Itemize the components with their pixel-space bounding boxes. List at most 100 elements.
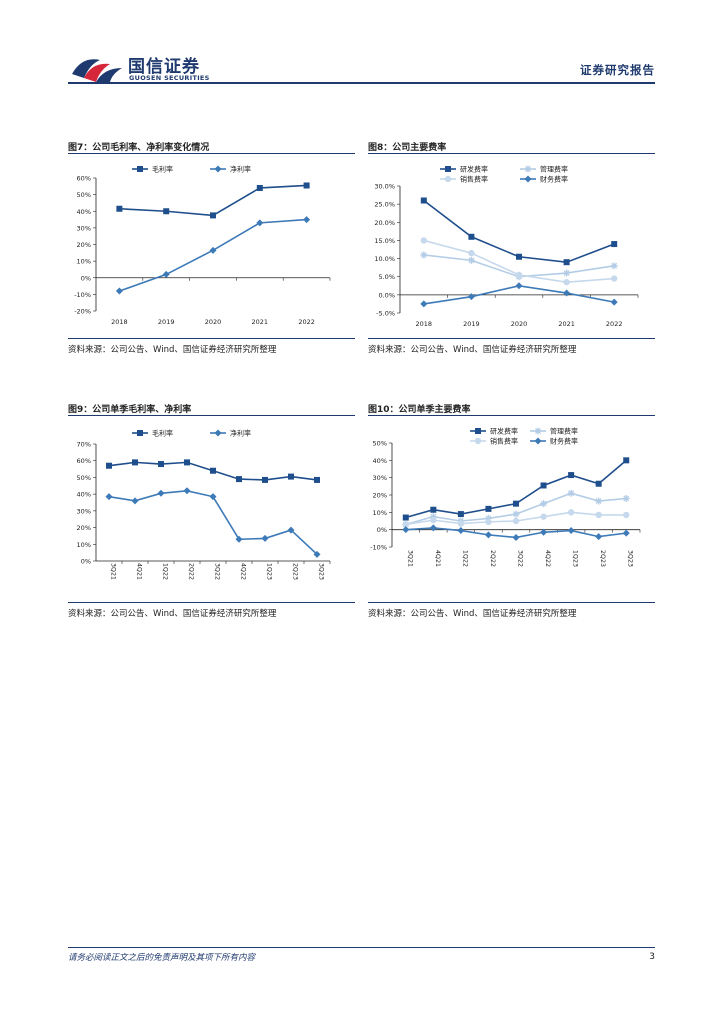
fig10-legend-label: 销售费率 (490, 437, 518, 446)
fig8-data-point (516, 253, 522, 260)
fig10-data-point (402, 526, 410, 534)
fig8-data-point (563, 259, 570, 266)
fig9-data-point (262, 476, 268, 483)
fig9-x-tick-label: 3Q22 (214, 563, 221, 580)
fig7-series-line (119, 218, 307, 292)
fig9-x-tick-label: 4Q22 (240, 563, 247, 580)
fig8-title-rule (368, 153, 655, 154)
fig8-x-tick-label: 2021 (558, 320, 575, 328)
fig8-x-tick-label: 2022 (606, 320, 623, 328)
fig7-legend-label: 毛利率 (152, 165, 173, 174)
fig8-data-point (515, 271, 523, 279)
fig8-y-tick-label: 30.0% (374, 183, 395, 191)
fig10-legend-marker (475, 428, 481, 434)
fig8-data-point (515, 282, 523, 290)
fig8-source-rule (368, 338, 655, 339)
fig7-data-point (303, 216, 311, 224)
fig8-y-tick-label: 25.0% (374, 201, 395, 209)
fig10-y-tick-label: 20% (373, 492, 387, 500)
fig10-x-tick-label: 3Q21 (406, 550, 413, 567)
fig9-data-point (210, 467, 216, 474)
fig8-chart: 30.0% 25.0% 20.0% 15.0% 10.0% 5.0% 0.0% -5.0% 20… (374, 165, 639, 328)
fig9-y-tick-label: 60% (77, 457, 91, 465)
fig9-y-tick-label: 20% (77, 524, 91, 532)
fig8-data-point (610, 262, 618, 270)
fig8-data-point (420, 251, 428, 259)
fig10-y-tick-label: 40% (373, 457, 387, 465)
fig9-data-point (235, 535, 243, 543)
fig10-data-point (567, 509, 575, 516)
fig8-data-point (467, 256, 475, 264)
fig10-legend-label: 管理费率 (550, 427, 578, 436)
fig10-x-tick-label: 2Q23 (599, 550, 606, 567)
fig10-source: 资料来源：公司公告、Wind、国信证券经济研究所整理 (368, 609, 577, 619)
fig10-data-point (429, 513, 437, 521)
fig7-y-tick-label: 20% (77, 241, 91, 249)
page-number: 3 (649, 952, 655, 962)
fig10-y-tick-label: 10% (373, 509, 387, 517)
fig7-data-point (303, 182, 310, 189)
fig10-data-point (540, 528, 548, 536)
fig10-data-point (595, 480, 602, 487)
fig8-data-point (611, 241, 618, 248)
fig9-data-point (209, 493, 217, 501)
fig8-source: 资料来源：公司公告、Wind、国信证券经济研究所整理 (368, 345, 577, 355)
fig8-legend-marker (445, 166, 451, 172)
fig8-series-line (423, 199, 615, 264)
fig8-y-tick-label: 10.0% (374, 255, 395, 263)
fig10-series-line (405, 459, 627, 519)
fig10-data-point (622, 529, 630, 537)
fig10-title: 图10：公司单季主要费率 (368, 405, 471, 415)
header-divider (68, 82, 655, 84)
fig7-x-tick-label: 2021 (252, 318, 269, 326)
fig10-x-tick-label: 4Q22 (544, 550, 551, 567)
fig7-x-tick-label: 2019 (158, 318, 175, 326)
guosen-logo-icon (72, 59, 122, 82)
fig8-x-tick-label: 2018 (416, 320, 433, 328)
fig8-legend-marker (524, 175, 532, 183)
fig9-data-point (261, 534, 269, 542)
brand-name: 国信证券 (128, 57, 200, 77)
fig10-data-point (402, 521, 409, 528)
fig9-legend-marker (137, 430, 143, 436)
fig7-legend-label: 净利率 (230, 165, 251, 174)
fig7-title-rule (68, 153, 355, 154)
fig7-y-tick-label: -20% (74, 308, 91, 316)
fig10-x-tick-label: 1Q22 (461, 550, 468, 567)
fig9-legend-marker (214, 429, 222, 437)
fig7-y-tick-label: 60% (77, 175, 91, 183)
fig7-title: 图7：公司毛利率、净利率变化情况 (68, 143, 210, 153)
fig10-data-point (457, 511, 464, 518)
fig10-data-point (429, 524, 437, 532)
fig9-y-tick-label: 50% (77, 474, 91, 482)
fig7-data-point (162, 270, 170, 278)
fig9-data-point (105, 493, 113, 501)
fig9-data-point (157, 489, 165, 497)
fig7-data-point (115, 287, 123, 295)
fig7-x-tick-label: 2022 (298, 318, 315, 326)
fig10-x-tick-label: 3Q23 (627, 550, 634, 567)
fig8-data-point (420, 197, 427, 204)
fig9-data-point (158, 461, 164, 468)
fig7-data-point (209, 246, 217, 254)
fig10-data-point (622, 494, 630, 502)
fig8-legend-label: 研发费率 (460, 165, 488, 174)
fig10-data-point (430, 516, 437, 524)
fig7-data-point (256, 184, 263, 191)
fig7-y-tick-label: 40% (77, 208, 91, 216)
fig10-data-point (484, 514, 492, 522)
fig8-y-tick-label: 15.0% (374, 237, 395, 245)
fig8-legend-marker (444, 175, 452, 183)
fig10-data-point (623, 457, 630, 464)
fig9-source: 资料来源：公司公告、Wind、国信证券经济研究所整理 (68, 609, 277, 619)
fig10-data-point (430, 506, 437, 513)
fig8-legend-marker (524, 165, 532, 173)
fig7-series-line (119, 184, 307, 217)
fig7-x-tick-label: 2018 (111, 318, 128, 326)
fig9-y-tick-label: 40% (77, 491, 91, 499)
fig10-x-tick-label: 2Q22 (489, 550, 496, 567)
fig8-data-point (420, 237, 427, 244)
fig9-series-line (108, 489, 318, 555)
fig8-legend-label: 销售费率 (460, 175, 488, 184)
fig10-legend-label: 财务费率 (550, 437, 578, 446)
